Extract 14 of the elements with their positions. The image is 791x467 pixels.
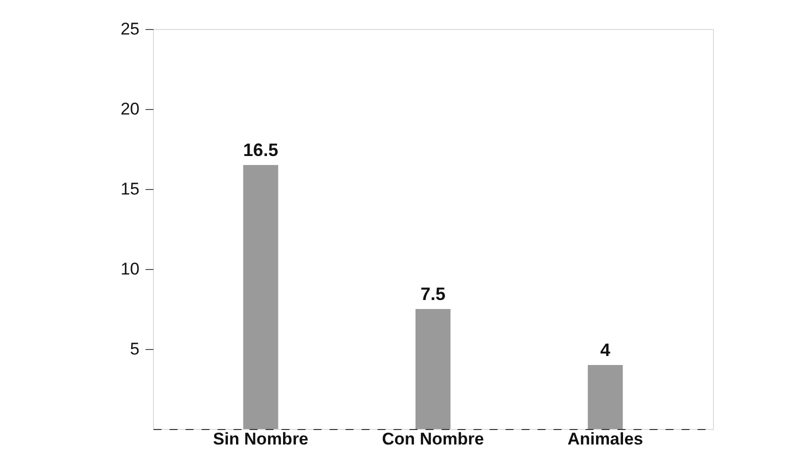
bar — [243, 165, 278, 429]
data-label: 16.5 — [243, 140, 278, 160]
data-label: 4 — [600, 340, 610, 360]
data-label: 7.5 — [420, 284, 446, 304]
y-tick-label: 20 — [120, 100, 140, 118]
bar — [588, 365, 623, 429]
y-tick-label: 25 — [120, 20, 140, 38]
bar — [416, 309, 450, 429]
x-tick-label: Sin Nombre — [212, 430, 308, 448]
y-tick-label: 10 — [120, 260, 140, 278]
y-tick-label: 15 — [120, 180, 140, 198]
x-tick-label: Animales — [568, 430, 644, 448]
y-tick-label: 5 — [130, 340, 140, 358]
x-tick-label: Con Nombre — [382, 430, 484, 448]
